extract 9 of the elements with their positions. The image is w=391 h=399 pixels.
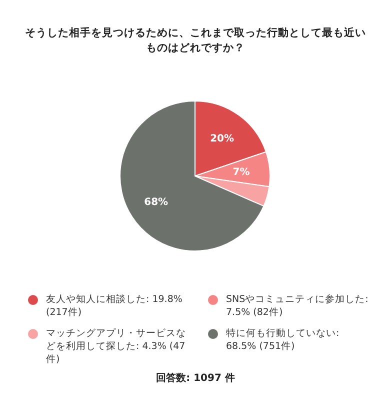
data-label: 68% xyxy=(144,196,168,208)
legend-label: SNSやコミュニティに参加した: 7.5% (82件) xyxy=(226,293,370,319)
annotation: 回答数: 1097 件 xyxy=(155,372,236,385)
legend-label: マッチングアプリ・サービスなどを利用して探した: 4.3% (47件) xyxy=(46,327,187,366)
title: そうした相手を見つけるために、これまで取った行動として最も近いものはどれですか？ xyxy=(24,26,367,56)
legend-label: 特に何も行動していない: 68.5% (751件) xyxy=(226,327,340,354)
data-label: 20% xyxy=(210,134,234,145)
data-label: 7% xyxy=(232,167,250,178)
legend-label: 友人や知人に相談した: 19.8% (217件) xyxy=(46,293,184,319)
